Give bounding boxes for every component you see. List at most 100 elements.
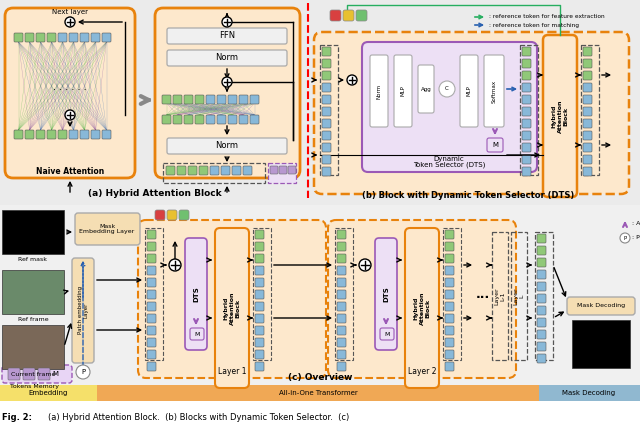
Bar [268,163,296,183]
FancyBboxPatch shape [484,55,504,127]
FancyBboxPatch shape [522,107,531,116]
Text: C: C [445,86,449,92]
Bar [163,163,265,183]
FancyBboxPatch shape [356,10,367,21]
FancyBboxPatch shape [91,130,100,139]
FancyBboxPatch shape [322,95,331,104]
Bar [335,228,353,360]
FancyBboxPatch shape [322,143,331,152]
FancyBboxPatch shape [217,115,226,124]
FancyBboxPatch shape [239,95,248,104]
FancyBboxPatch shape [25,130,34,139]
FancyBboxPatch shape [322,71,331,80]
Text: Softmax: Softmax [492,79,497,103]
Circle shape [347,75,357,85]
Text: Mask Decoding: Mask Decoding [577,304,625,309]
Text: Layer 2: Layer 2 [408,367,436,376]
FancyBboxPatch shape [255,314,264,323]
Text: MLP: MLP [467,86,472,96]
Text: M: M [384,332,390,337]
FancyBboxPatch shape [47,130,56,139]
Text: Mask
Embedding Layer: Mask Embedding Layer [79,223,134,234]
Bar [492,232,508,360]
Text: Agg: Agg [420,86,431,92]
FancyBboxPatch shape [460,55,478,127]
FancyBboxPatch shape [522,119,531,128]
Text: Norm: Norm [216,142,239,151]
Bar [443,228,461,360]
Text: : reference token for feature extraction: : reference token for feature extraction [489,14,605,20]
FancyBboxPatch shape [179,210,189,220]
Text: ...: ... [476,288,490,301]
FancyBboxPatch shape [255,338,264,347]
FancyBboxPatch shape [405,228,439,388]
FancyBboxPatch shape [255,290,264,299]
FancyBboxPatch shape [228,115,237,124]
FancyBboxPatch shape [47,33,56,42]
FancyBboxPatch shape [255,278,264,287]
FancyBboxPatch shape [147,254,156,263]
Bar [0,0,640,205]
FancyBboxPatch shape [147,326,156,335]
FancyBboxPatch shape [445,314,454,323]
Text: Layer 1: Layer 1 [218,367,246,376]
FancyBboxPatch shape [522,131,531,140]
FancyBboxPatch shape [445,242,454,251]
FancyBboxPatch shape [69,130,78,139]
FancyBboxPatch shape [102,130,111,139]
FancyBboxPatch shape [80,33,89,42]
FancyBboxPatch shape [162,95,171,104]
FancyBboxPatch shape [138,220,326,378]
FancyBboxPatch shape [167,138,287,154]
Text: All-in-One Transformer: All-in-One Transformer [278,390,357,396]
Text: Hybrid
Attention
Block: Hybrid Attention Block [552,99,568,133]
FancyBboxPatch shape [337,314,346,323]
FancyBboxPatch shape [522,71,531,80]
FancyBboxPatch shape [583,95,592,104]
FancyBboxPatch shape [337,290,346,299]
Circle shape [76,365,90,379]
FancyBboxPatch shape [522,95,531,104]
FancyBboxPatch shape [239,115,248,124]
Text: Current frame: Current frame [11,372,55,377]
Bar [2,270,64,314]
FancyBboxPatch shape [255,242,264,251]
FancyBboxPatch shape [418,65,434,113]
FancyBboxPatch shape [337,326,346,335]
FancyBboxPatch shape [445,350,454,359]
Bar [535,232,553,360]
FancyBboxPatch shape [167,28,287,44]
FancyBboxPatch shape [147,350,156,359]
FancyBboxPatch shape [322,107,331,116]
FancyBboxPatch shape [36,33,45,42]
FancyBboxPatch shape [91,33,100,42]
FancyBboxPatch shape [162,115,171,124]
Text: Hybrid
Attention
Block: Hybrid Attention Block [224,291,240,325]
Text: Hybrid
Attention
Block: Hybrid Attention Block [413,291,430,325]
FancyBboxPatch shape [337,302,346,311]
FancyBboxPatch shape [583,47,592,56]
Text: Fig. 2:: Fig. 2: [2,413,32,422]
FancyBboxPatch shape [583,71,592,80]
FancyBboxPatch shape [255,302,264,311]
FancyBboxPatch shape [445,278,454,287]
Circle shape [169,259,181,271]
FancyBboxPatch shape [2,365,72,383]
FancyBboxPatch shape [147,362,156,371]
FancyBboxPatch shape [522,155,531,164]
Bar [0,205,640,400]
Text: Naive Attention: Naive Attention [36,167,104,176]
FancyBboxPatch shape [25,33,34,42]
FancyBboxPatch shape [337,350,346,359]
Bar [0,385,97,401]
Bar [253,228,271,360]
FancyBboxPatch shape [537,294,546,303]
FancyBboxPatch shape [337,266,346,275]
Text: M: M [195,332,200,337]
FancyBboxPatch shape [250,95,259,104]
FancyBboxPatch shape [445,362,454,371]
FancyBboxPatch shape [537,234,546,243]
FancyBboxPatch shape [199,166,208,175]
Text: : Add to Token Memory: : Add to Token Memory [632,220,640,226]
Text: Dynamic: Dynamic [434,156,465,162]
